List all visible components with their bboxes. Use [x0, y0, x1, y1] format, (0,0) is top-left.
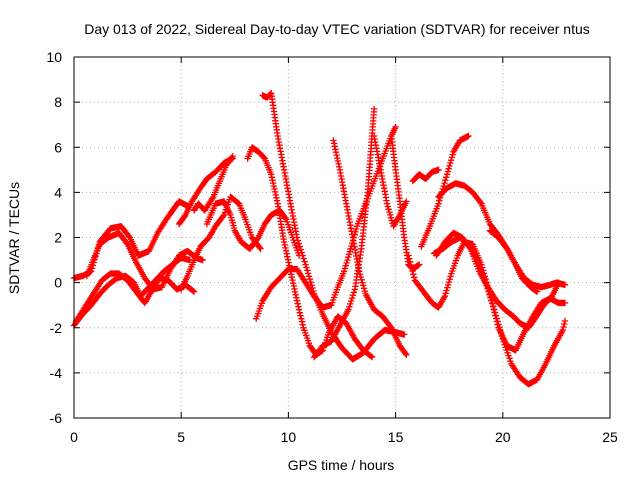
x-tick-label: 20	[495, 429, 511, 445]
data-point-markers	[190, 153, 236, 214]
series-track-16	[409, 166, 442, 185]
y-tick-label: 4	[54, 184, 62, 200]
data-point-markers	[178, 193, 264, 293]
data-point-markers	[72, 270, 198, 325]
data-point-markers	[203, 198, 303, 259]
series-track-22	[486, 227, 569, 291]
data-point-markers	[486, 227, 569, 291]
data-point-markers	[405, 238, 569, 354]
x-tick-label: 5	[177, 429, 185, 445]
y-tick-label: -6	[50, 410, 63, 426]
data-point-markers	[70, 254, 193, 329]
series-track-12	[310, 105, 378, 361]
y-tick-label: 8	[54, 94, 62, 110]
x-tick-label: 25	[602, 429, 618, 445]
y-tick-label: -2	[50, 320, 63, 336]
series-track-8	[203, 198, 303, 259]
series-track-13	[330, 137, 410, 359]
x-tick-label: 10	[281, 429, 297, 445]
x-ticks: 0 5 10 15 20 25	[70, 57, 618, 445]
data-points	[70, 89, 569, 388]
series-track-6	[178, 193, 264, 293]
y-tick-label: 2	[54, 230, 62, 246]
series-track-20	[431, 234, 569, 388]
x-tick-label: 15	[388, 429, 404, 445]
y-axis-label: SDTVAR / TECUs	[6, 182, 22, 294]
series-track-3	[70, 254, 193, 329]
data-point-markers	[310, 105, 378, 361]
chart-title: Day 013 of 2022, Sidereal Day-to-day VTE…	[84, 21, 590, 37]
y-tick-label: 6	[54, 139, 62, 155]
x-axis-label: GPS time / hours	[288, 457, 395, 473]
y-tick-label: 10	[46, 49, 62, 65]
y-tick-label: -4	[50, 365, 63, 381]
data-point-markers	[371, 132, 410, 230]
series-track-7	[190, 153, 236, 214]
y-ticks: -6 -4 -2 0 2 4 6 8 10	[46, 49, 610, 426]
data-point-markers	[409, 166, 442, 185]
series-track-17	[405, 238, 569, 354]
x-tick-label: 0	[70, 429, 78, 445]
series-track-4	[72, 270, 198, 325]
series-track-14	[371, 132, 410, 230]
data-point-markers	[431, 234, 569, 388]
data-point-markers	[330, 137, 410, 359]
y-tick-label: 0	[54, 275, 62, 291]
